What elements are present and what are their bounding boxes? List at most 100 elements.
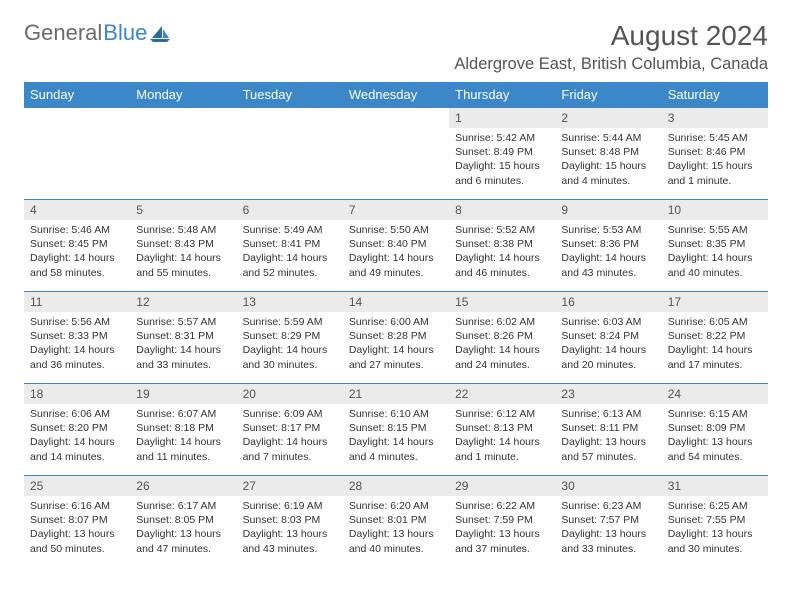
day-content: Sunrise: 6:07 AMSunset: 8:18 PMDaylight:…	[130, 404, 236, 468]
sunrise-text: Sunrise: 6:25 AM	[668, 499, 762, 513]
daylight-text: Daylight: 13 hours and 57 minutes.	[561, 435, 655, 463]
daylight-text: Daylight: 14 hours and 40 minutes.	[668, 251, 762, 279]
calendar-day-cell: 4Sunrise: 5:46 AMSunset: 8:45 PMDaylight…	[24, 200, 130, 292]
sunrise-text: Sunrise: 5:44 AM	[561, 131, 655, 145]
day-number: 31	[662, 476, 768, 496]
sunset-text: Sunset: 8:24 PM	[561, 329, 655, 343]
day-content: Sunrise: 6:12 AMSunset: 8:13 PMDaylight:…	[449, 404, 555, 468]
day-content: Sunrise: 6:09 AMSunset: 8:17 PMDaylight:…	[237, 404, 343, 468]
header: GeneralBlue August 2024 Aldergrove East,…	[24, 20, 768, 74]
location: Aldergrove East, British Columbia, Canad…	[454, 55, 768, 74]
daylight-text: Daylight: 13 hours and 30 minutes.	[668, 527, 762, 555]
weekday-header: Wednesday	[343, 82, 449, 108]
sunset-text: Sunset: 8:43 PM	[136, 237, 230, 251]
sunset-text: Sunset: 8:49 PM	[455, 145, 549, 159]
day-content: Sunrise: 6:00 AMSunset: 8:28 PMDaylight:…	[343, 312, 449, 376]
daylight-text: Daylight: 13 hours and 43 minutes.	[243, 527, 337, 555]
daylight-text: Daylight: 14 hours and 33 minutes.	[136, 343, 230, 371]
day-number: 3	[662, 108, 768, 128]
day-number: 6	[237, 200, 343, 220]
sunrise-text: Sunrise: 5:55 AM	[668, 223, 762, 237]
day-number: 10	[662, 200, 768, 220]
day-content: Sunrise: 5:59 AMSunset: 8:29 PMDaylight:…	[237, 312, 343, 376]
sunset-text: Sunset: 8:48 PM	[561, 145, 655, 159]
sunrise-text: Sunrise: 5:48 AM	[136, 223, 230, 237]
daylight-text: Daylight: 14 hours and 11 minutes.	[136, 435, 230, 463]
sunrise-text: Sunrise: 5:45 AM	[668, 131, 762, 145]
calendar-week-row: 11Sunrise: 5:56 AMSunset: 8:33 PMDayligh…	[24, 292, 768, 384]
calendar-day-cell: 19Sunrise: 6:07 AMSunset: 8:18 PMDayligh…	[130, 384, 236, 476]
sunrise-text: Sunrise: 5:42 AM	[455, 131, 549, 145]
sunset-text: Sunset: 7:55 PM	[668, 513, 762, 527]
sunrise-text: Sunrise: 6:06 AM	[30, 407, 124, 421]
day-content: Sunrise: 5:52 AMSunset: 8:38 PMDaylight:…	[449, 220, 555, 284]
daylight-text: Daylight: 13 hours and 33 minutes.	[561, 527, 655, 555]
weekday-header: Monday	[130, 82, 236, 108]
day-content: Sunrise: 6:15 AMSunset: 8:09 PMDaylight:…	[662, 404, 768, 468]
sunset-text: Sunset: 7:59 PM	[455, 513, 549, 527]
weekday-header: Sunday	[24, 82, 130, 108]
sunset-text: Sunset: 8:26 PM	[455, 329, 549, 343]
day-number: 28	[343, 476, 449, 496]
day-number: 17	[662, 292, 768, 312]
sunset-text: Sunset: 8:15 PM	[349, 421, 443, 435]
day-content: Sunrise: 6:10 AMSunset: 8:15 PMDaylight:…	[343, 404, 449, 468]
sunset-text: Sunset: 8:33 PM	[30, 329, 124, 343]
sunrise-text: Sunrise: 5:53 AM	[561, 223, 655, 237]
sunrise-text: Sunrise: 6:16 AM	[30, 499, 124, 513]
sunrise-text: Sunrise: 6:10 AM	[349, 407, 443, 421]
day-number: 1	[449, 108, 555, 128]
sunrise-text: Sunrise: 6:20 AM	[349, 499, 443, 513]
day-content: Sunrise: 5:49 AMSunset: 8:41 PMDaylight:…	[237, 220, 343, 284]
calendar-day-cell: 27Sunrise: 6:19 AMSunset: 8:03 PMDayligh…	[237, 476, 343, 568]
calendar-day-cell: 23Sunrise: 6:13 AMSunset: 8:11 PMDayligh…	[555, 384, 661, 476]
daylight-text: Daylight: 14 hours and 30 minutes.	[243, 343, 337, 371]
sunset-text: Sunset: 7:57 PM	[561, 513, 655, 527]
calendar-day-cell: 30 Sunrise: 6:23 AMSunset: 7:57 PMDayligh…	[555, 476, 661, 568]
sunset-text: Sunset: 8:05 PM	[136, 513, 230, 527]
calendar-day-cell: 12Sunrise: 5:57 AMSunset: 8:31 PMDayligh…	[130, 292, 236, 384]
sunset-text: Sunset: 8:29 PM	[243, 329, 337, 343]
day-content: Sunrise: 6:06 AMSunset: 8:20 PMDaylight:…	[24, 404, 130, 468]
day-content: Sunrise: 6:22 AMSunset: 7:59 PMDaylight:…	[449, 496, 555, 560]
day-content: Sunrise: 5:53 AMSunset: 8:36 PMDaylight:…	[555, 220, 661, 284]
sunrise-text: Sunrise: 5:56 AM	[30, 315, 124, 329]
sunrise-text: Sunrise: 6:22 AM	[455, 499, 549, 513]
day-number: 25	[24, 476, 130, 496]
sunset-text: Sunset: 8:09 PM	[668, 421, 762, 435]
daylight-text: Daylight: 15 hours and 6 minutes.	[455, 159, 549, 187]
sunrise-text: Sunrise: 6:05 AM	[668, 315, 762, 329]
sunrise-text: Sunrise: 6:12 AM	[455, 407, 549, 421]
calendar-day-cell	[130, 108, 236, 200]
sunset-text: Sunset: 8:41 PM	[243, 237, 337, 251]
daylight-text: Daylight: 13 hours and 50 minutes.	[30, 527, 124, 555]
sunrise-text: Sunrise: 5:50 AM	[349, 223, 443, 237]
calendar-day-cell: 20Sunrise: 6:09 AMSunset: 8:17 PMDayligh…	[237, 384, 343, 476]
calendar-week-row: 4Sunrise: 5:46 AMSunset: 8:45 PMDaylight…	[24, 200, 768, 292]
sunrise-text: Sunrise: 6:23 AM	[561, 499, 655, 513]
calendar-day-cell: 21Sunrise: 6:10 AMSunset: 8:15 PMDayligh…	[343, 384, 449, 476]
day-content: Sunrise: 6:05 AMSunset: 8:22 PMDaylight:…	[662, 312, 768, 376]
day-content: Sunrise: 5:45 AMSunset: 8:46 PMDaylight:…	[662, 128, 768, 192]
sunrise-text: Sunrise: 5:46 AM	[30, 223, 124, 237]
day-number: 30	[555, 476, 661, 496]
logo-text-blue: Blue	[103, 20, 147, 46]
calendar-page: GeneralBlue August 2024 Aldergrove East,…	[0, 0, 792, 588]
day-number: 21	[343, 384, 449, 404]
day-content: Sunrise: 5:42 AMSunset: 8:49 PMDaylight:…	[449, 128, 555, 192]
sunset-text: Sunset: 8:18 PM	[136, 421, 230, 435]
calendar-day-cell	[24, 108, 130, 200]
weekday-header: Saturday	[662, 82, 768, 108]
sunrise-text: Sunrise: 6:17 AM	[136, 499, 230, 513]
sunset-text: Sunset: 8:07 PM	[30, 513, 124, 527]
calendar-day-cell: 17Sunrise: 6:05 AMSunset: 8:22 PMDayligh…	[662, 292, 768, 384]
daylight-text: Daylight: 14 hours and 36 minutes.	[30, 343, 124, 371]
sunrise-text: Sunrise: 6:03 AM	[561, 315, 655, 329]
daylight-text: Daylight: 14 hours and 14 minutes.	[30, 435, 124, 463]
sunset-text: Sunset: 8:35 PM	[668, 237, 762, 251]
sunrise-text: Sunrise: 6:07 AM	[136, 407, 230, 421]
calendar-day-cell: 16Sunrise: 6:03 AMSunset: 8:24 PMDayligh…	[555, 292, 661, 384]
daylight-text: Daylight: 13 hours and 37 minutes.	[455, 527, 549, 555]
sunrise-text: Sunrise: 6:15 AM	[668, 407, 762, 421]
daylight-text: Daylight: 14 hours and 49 minutes.	[349, 251, 443, 279]
